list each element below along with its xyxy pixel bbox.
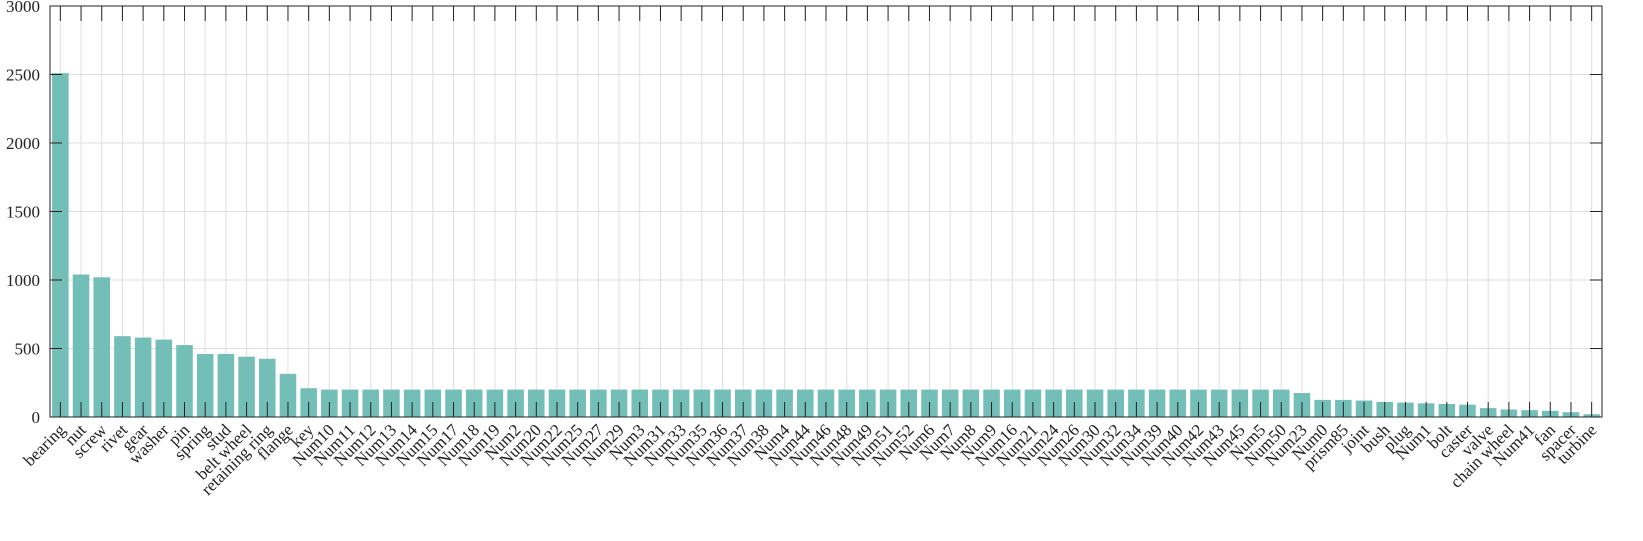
y-axis-tick-labels: 0 500 1000 1500 2000 2500 3000 xyxy=(6,0,40,427)
bar-nut xyxy=(73,275,90,417)
x-tick-label: bearing xyxy=(20,420,70,470)
grid-lines xyxy=(50,6,1602,417)
y-tick-label: 1000 xyxy=(6,271,40,290)
bar-bearing xyxy=(52,73,69,417)
y-tick-label: 500 xyxy=(15,340,41,359)
y-tick-label: 2500 xyxy=(6,66,40,85)
y-tick-label: 2000 xyxy=(6,134,40,153)
y-tick-label: 1500 xyxy=(6,203,40,222)
y-tick-label: 3000 xyxy=(6,0,40,16)
bar-screw xyxy=(93,277,110,417)
x-axis-tick-labels: bearingnutscrewrivetgearwasherpinsprings… xyxy=(20,420,1601,499)
y-tick-label: 0 xyxy=(32,408,41,427)
